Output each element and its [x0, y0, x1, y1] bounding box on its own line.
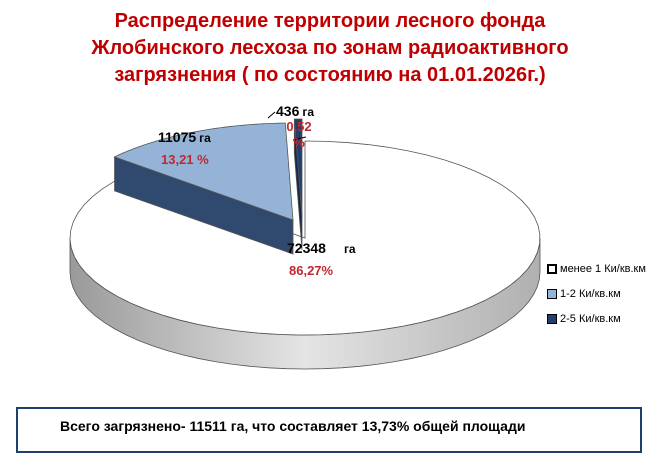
legend-swatch: [547, 288, 557, 299]
slice-0-value-label: 72348 га: [287, 240, 356, 256]
legend-item: 1-2 Ки/кв.км: [547, 281, 646, 306]
slice-2-value-label: 436 га: [276, 103, 315, 119]
leader-line: [292, 136, 307, 141]
slice-1-1-2-Ки-кв.км: [113, 122, 294, 221]
legend: менее 1 Ки/кв.км 1-2 Ки/кв.км 2-5 Ки/кв.…: [547, 256, 646, 331]
slice-2-percent-label: 0,52 %: [286, 119, 312, 150]
chart-title: Распределение территории лесного фонда Ж…: [91, 10, 569, 86]
slice-2-2-5-Ки-кв.км: [293, 118, 303, 217]
slice-1-value-label: 11075 га: [158, 129, 211, 145]
legend-item: 2-5 Ки/кв.км: [547, 306, 646, 331]
leader-line: [267, 111, 276, 119]
legend-item: менее 1 Ки/кв.км: [547, 256, 646, 281]
legend-swatch: [547, 313, 557, 324]
legend-swatch: [547, 263, 557, 274]
summary-box: Всего загрязнено- 11511 га, что составля…: [16, 407, 642, 453]
slice-0-менее-1-Ки-кв.км: [69, 140, 541, 336]
slice-0-percent-label: 86,27%: [289, 263, 334, 278]
slice-1-percent-label: 13,21 %: [161, 152, 209, 167]
